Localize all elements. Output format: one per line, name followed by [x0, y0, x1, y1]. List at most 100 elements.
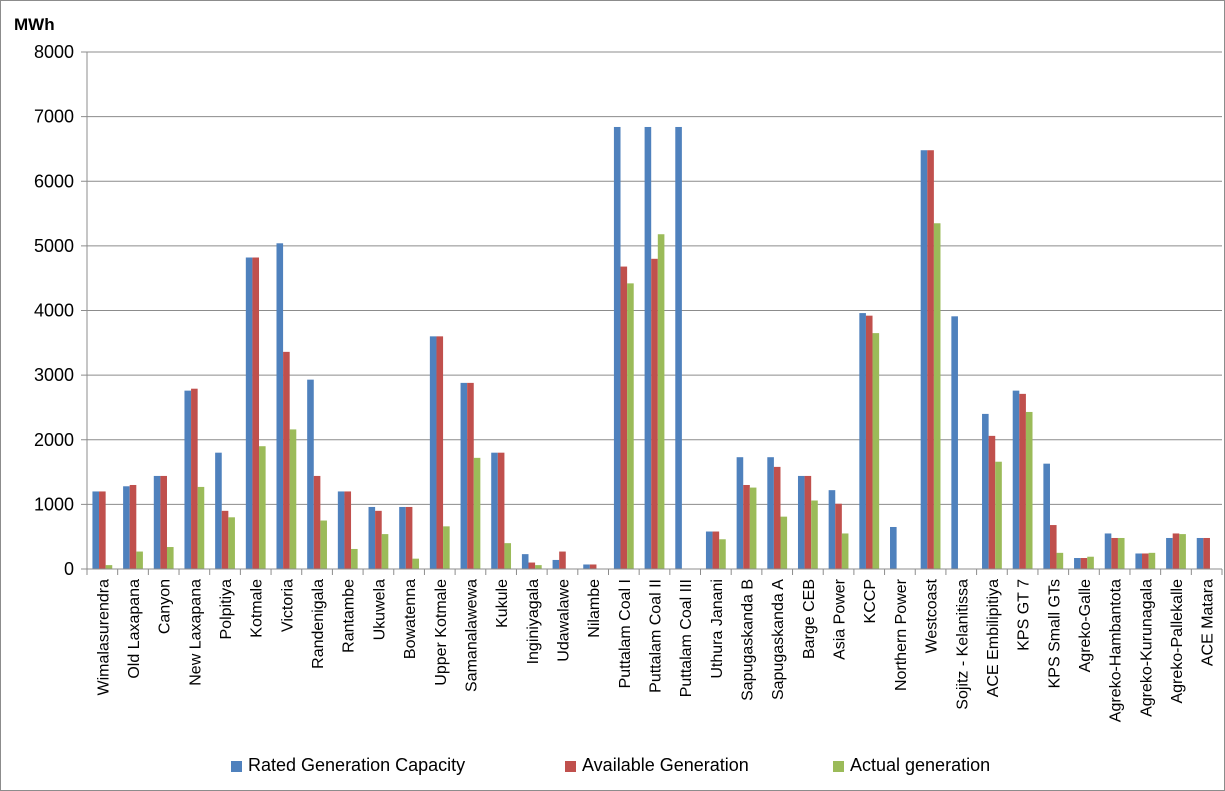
x-category-label-agreko-hambantota: Agreko-Hambantota — [1108, 579, 1125, 722]
x-category-label-inginiyagala: Inginiyagala — [525, 579, 542, 665]
bar-available-generation-puttalam-coal-i — [620, 266, 628, 569]
legend-swatch-available-generation — [565, 761, 576, 772]
y-tick-label-3000: 3000 — [34, 365, 74, 385]
bar-available-generation-ace-matara — [1203, 537, 1210, 569]
bar-rated-generation-capacity-sapugaskanda-b — [736, 457, 744, 569]
y-axis-unit-label: MWh — [14, 15, 55, 34]
bar-actual-generation-rantambe — [351, 548, 358, 569]
bar-actual-generation-sapugaskanda-a — [780, 516, 788, 569]
bar-available-generation-rantambe — [344, 491, 352, 569]
bar-rated-generation-capacity-kotmale — [245, 257, 253, 569]
x-category-label-agreko-kurunagala: Agreko-Kurunagala — [1138, 579, 1155, 717]
legend-label-available-generation: Available Generation — [582, 755, 749, 775]
bar-actual-generation-agreko-pallekalle — [1179, 534, 1186, 569]
bar-available-generation-westcoast — [927, 150, 934, 570]
bar-rated-generation-capacity-sapugaskanda-a — [767, 457, 774, 569]
bar-rated-generation-capacity-uthura-janani — [705, 531, 713, 569]
bar-actual-generation-upper-kotmale — [443, 526, 450, 569]
bar-actual-generation-agreko-galle — [1087, 556, 1094, 569]
bar-rated-generation-capacity-puttalam-coal-iii — [675, 126, 682, 569]
x-category-label-randenigala: Randenigala — [310, 579, 327, 669]
y-tick-label-5000: 5000 — [34, 236, 74, 256]
x-category-label-puttalam-coal-iii: Puttalam Coal III — [678, 579, 695, 697]
bar-available-generation-puttalam-coal-ii — [651, 258, 658, 569]
x-category-label-ace-embilipitiya: ACE Embilipitiya — [985, 579, 1002, 697]
bar-rated-generation-capacity-sojitz-kelanitissa — [951, 316, 958, 569]
series-available-generation — [99, 150, 1210, 570]
bar-rated-generation-capacity-udawalawe — [552, 559, 560, 569]
bar-available-generation-randenigala — [313, 475, 321, 569]
legend: Rated Generation Capacity Available Gener… — [231, 755, 990, 775]
legend-item-available-generation: Available Generation — [565, 755, 749, 775]
bar-rated-generation-capacity-asia-power — [828, 490, 836, 569]
bar-rated-generation-capacity-new-laxapana — [184, 390, 192, 569]
series-rated-generation-capacity — [92, 126, 1204, 570]
x-category-label-udawalawe: Udawalawe — [555, 579, 572, 662]
bar-actual-generation-inginiyagala — [535, 565, 542, 569]
bar-rated-generation-capacity-kps-gt-7 — [1012, 390, 1020, 569]
x-category-label-bowatenna: Bowatenna — [402, 579, 419, 659]
x-category-label-new-laxapana: New Laxapana — [187, 579, 204, 686]
bar-rated-generation-capacity-polpitiya — [215, 452, 222, 569]
legend-label-actual-generation: Actual generation — [850, 755, 990, 775]
bar-available-generation-kccp — [865, 315, 873, 569]
bar-actual-generation-old-laxapana — [136, 551, 143, 569]
bar-actual-generation-puttalam-coal-i — [627, 283, 634, 569]
x-category-label-victoria: Victoria — [279, 579, 296, 632]
bar-rated-generation-capacity-puttalam-coal-i — [613, 126, 621, 569]
x-category-label-canyon: Canyon — [157, 579, 174, 634]
bar-rated-generation-capacity-upper-kotmale — [429, 336, 437, 569]
bar-available-generation-upper-kotmale — [436, 336, 444, 569]
bar-actual-generation-ukuwela — [381, 534, 389, 569]
axes — [86, 52, 1223, 575]
bar-actual-generation-kps-gt-7 — [1025, 411, 1033, 569]
bar-available-generation-sapugaskanda-b — [743, 484, 750, 569]
x-category-label-westcoast: Westcoast — [924, 578, 941, 653]
bar-rated-generation-capacity-nilambe — [583, 564, 590, 569]
x-category-label-puttalam-coal-ii: Puttalam Coal II — [648, 579, 665, 693]
bar-actual-generation-bowatenna — [412, 558, 419, 569]
bar-actual-generation-agreko-kurunagala — [1148, 552, 1156, 569]
x-category-label-rantambe: Rantambe — [341, 579, 358, 653]
y-tick-label-4000: 4000 — [34, 301, 74, 321]
bar-rated-generation-capacity-ace-matara — [1196, 537, 1204, 569]
bar-actual-generation-polpitiya — [228, 517, 235, 569]
legend-item-rated-generation-capacity: Rated Generation Capacity — [231, 755, 465, 775]
y-tick-label-2000: 2000 — [34, 430, 74, 450]
legend-swatch-rated-generation-capacity — [231, 761, 242, 772]
bars — [92, 126, 1210, 570]
bar-rated-generation-capacity-northern-power — [890, 526, 897, 569]
bar-rated-generation-capacity-agreko-pallekalle — [1166, 537, 1173, 569]
bar-available-generation-kps-small-gts — [1049, 525, 1057, 569]
x-category-label-polpitiya: Polpitiya — [218, 579, 235, 640]
x-category-label-wimalasurendra: Wimalasurendra — [95, 579, 112, 696]
bar-available-generation-asia-power — [835, 503, 842, 569]
bar-rated-generation-capacity-kukule — [491, 452, 498, 569]
bar-actual-generation-ace-embilipitiya — [995, 461, 1002, 569]
x-category-label-agreko-galle: Agreko-Galle — [1077, 579, 1094, 672]
bar-rated-generation-capacity-randenigala — [307, 379, 314, 569]
bar-available-generation-agreko-galle — [1080, 558, 1088, 569]
bar-available-generation-old-laxapana — [129, 484, 137, 569]
x-category-label-upper-kotmale: Upper Kotmale — [433, 579, 450, 686]
bar-rated-generation-capacity-westcoast — [920, 150, 928, 570]
x-category-label-ukuwela: Ukuwela — [371, 579, 388, 640]
x-category-label-samanalawewa: Samanalawewa — [463, 579, 480, 692]
x-category-label-sojitz-kelanitissa: Sojitz - Kelanitissa — [954, 579, 971, 710]
x-category-label-kps-gt-7: KPS GT 7 — [1016, 579, 1033, 651]
bar-available-generation-polpitiya — [221, 510, 229, 569]
x-category-label-northern-power: Northern Power — [893, 578, 910, 691]
y-tick-label-1000: 1000 — [34, 494, 74, 514]
bar-actual-generation-agreko-hambantota — [1117, 537, 1125, 569]
x-category-label-sapugaskanda-a: Sapugaskanda A — [770, 579, 787, 700]
bar-actual-generation-samanalawewa — [473, 457, 481, 569]
bar-rated-generation-capacity-agreko-kurunagala — [1135, 553, 1143, 569]
bar-actual-generation-randenigala — [320, 520, 327, 569]
bar-available-generation-kps-gt-7 — [1019, 393, 1026, 569]
bar-available-generation-ukuwela — [375, 510, 382, 569]
x-category-label-nilambe: Nilambe — [586, 579, 603, 638]
y-axis-ticks: 0 1000 2000 3000 4000 5000 6000 7000 8000 — [34, 42, 87, 579]
x-category-label-kccp: KCCP — [862, 579, 879, 623]
